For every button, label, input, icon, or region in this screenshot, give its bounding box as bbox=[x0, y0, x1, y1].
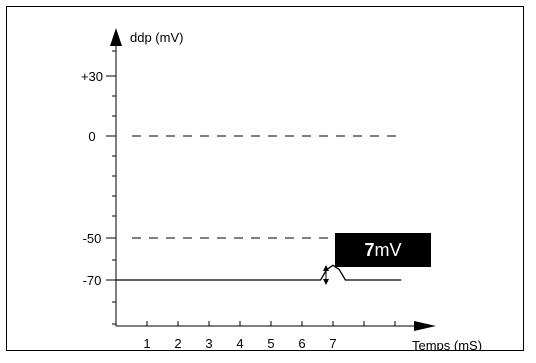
amplitude-unit: mV bbox=[375, 240, 402, 260]
chart: ddp (mV) Temps (mS) +30 0 -50 -70 1 2 3 4 5 6 7 7… bbox=[6, 6, 524, 353]
y-axis-arrow bbox=[110, 28, 122, 46]
x-tick-label: 7 bbox=[329, 336, 336, 351]
y-tick-label: -70 bbox=[83, 273, 102, 288]
series bbox=[116, 264, 402, 281]
membrane-potential-line bbox=[116, 264, 402, 281]
x-tick-label: 1 bbox=[143, 336, 150, 351]
amplitude-value: 7 bbox=[364, 240, 374, 260]
y-axis-label: ddp (mV) bbox=[130, 30, 183, 45]
x-tick-label: 3 bbox=[205, 336, 212, 351]
amplitude-marker bbox=[323, 265, 329, 285]
x-tick-label: 6 bbox=[298, 336, 305, 351]
x-axis-label: Temps (mS) bbox=[412, 338, 482, 351]
y-tick-label: 0 bbox=[88, 129, 95, 144]
y-tick-label: -50 bbox=[83, 231, 102, 246]
x-axis-arrow bbox=[414, 321, 436, 331]
amplitude-label: 7mV bbox=[364, 240, 401, 260]
x-tick-label: 5 bbox=[267, 336, 274, 351]
x-tick-label: 2 bbox=[174, 336, 181, 351]
reference-lines bbox=[132, 135, 396, 239]
x-tick-label: 4 bbox=[236, 336, 243, 351]
amplitude-label-box bbox=[335, 233, 431, 267]
x-ticks: 1 2 3 4 5 6 7 bbox=[115, 321, 396, 351]
chart-frame: ddp (mV) Temps (mS) +30 0 -50 -70 1 2 3 4 5 6 7 7… bbox=[6, 6, 524, 353]
y-tick-label: +30 bbox=[81, 69, 103, 84]
y-ticks: +30 0 -50 -70 bbox=[81, 50, 116, 325]
frame-border bbox=[6, 6, 524, 351]
